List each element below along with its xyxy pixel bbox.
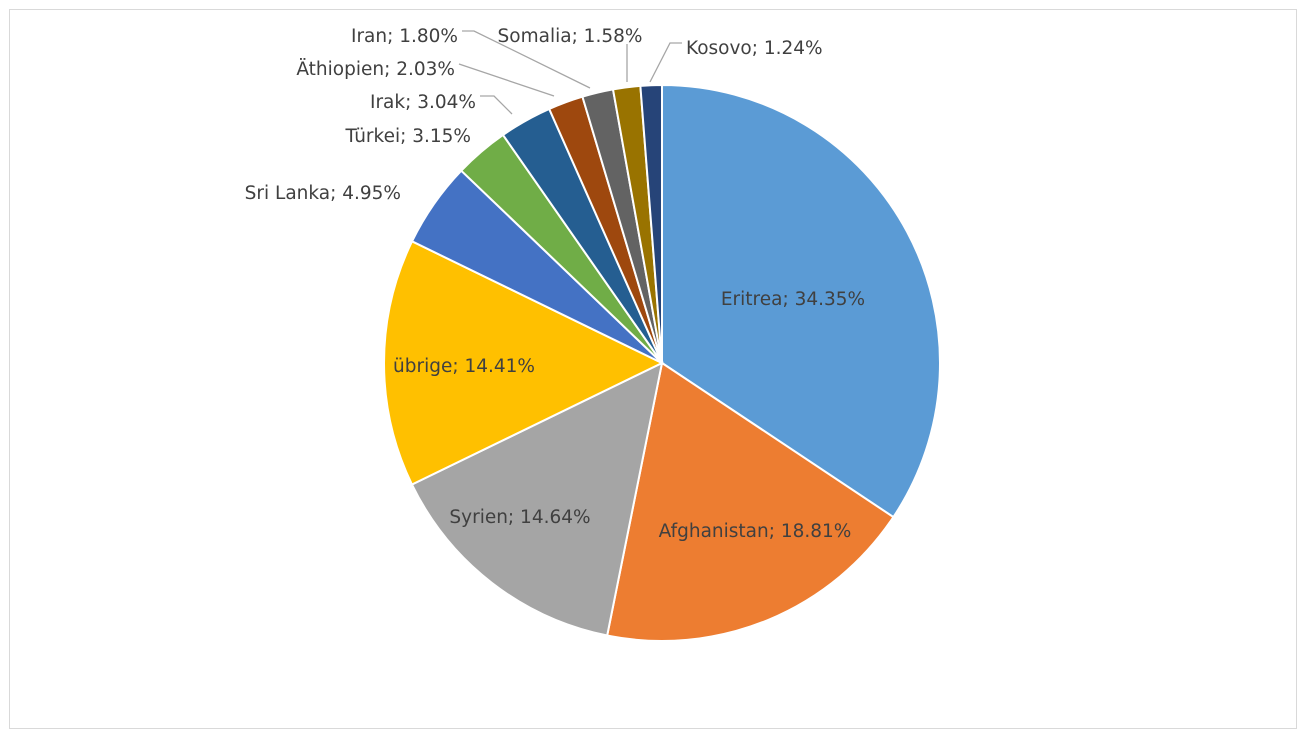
pie-slice-übrige <box>383 239 665 486</box>
leader-line <box>480 95 513 115</box>
data-label: Irak; 3.04% <box>370 92 476 113</box>
pie-chart: Eritrea; 34.35% Afghanistan; 18.81% Syrien… <box>245 26 941 642</box>
data-label: Somalia; 1.58% <box>498 26 643 47</box>
pie-slice-syrien <box>410 361 664 637</box>
leader-line <box>649 42 682 83</box>
data-label: übrige; 14.41% <box>393 356 535 377</box>
chart-area: Eritrea; 34.35% Afghanistan; 18.81% Syrien… <box>9 9 1297 729</box>
data-label: Eritrea; 34.35% <box>721 289 865 310</box>
data-label: Türkei; 3.15% <box>344 126 471 147</box>
data-label: Kosovo; 1.24% <box>686 38 823 59</box>
leader-line <box>462 30 591 89</box>
data-label: Iran; 1.80% <box>351 26 458 47</box>
data-label: Afghanistan; 18.81% <box>659 521 852 542</box>
data-label: Syrien; 14.64% <box>449 507 590 528</box>
leader-line <box>458 63 555 97</box>
pie-slice-afghanistan <box>605 361 895 642</box>
data-label: Sri Lanka; 4.95% <box>245 183 401 204</box>
pie-slice-kosovo <box>639 83 663 364</box>
data-label: Äthiopien; 2.03% <box>296 59 455 80</box>
